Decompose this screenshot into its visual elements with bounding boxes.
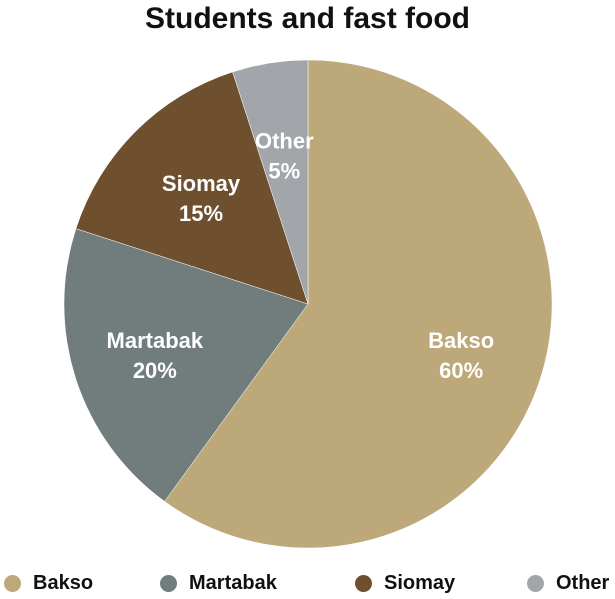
legend-item-other: Other xyxy=(527,568,609,598)
legend: Bakso Martabak Siomay Other xyxy=(0,568,615,598)
pie-slice-bakso xyxy=(164,59,553,549)
slice-label-bakso: Bakso 60% xyxy=(428,328,494,383)
legend-swatch xyxy=(4,574,21,592)
legend-label: Martabak xyxy=(189,571,277,594)
legend-label: Bakso xyxy=(33,571,94,594)
legend-swatch xyxy=(355,574,372,592)
slice-label-siomay: Siomay 15% xyxy=(162,171,241,226)
pie-slices xyxy=(63,59,553,549)
chart-title: Students and fast food xyxy=(145,2,470,35)
legend-label: Other xyxy=(556,571,610,594)
slice-label-martabak: Martabak 20% xyxy=(107,328,204,383)
legend-swatch xyxy=(160,574,177,592)
legend-item-siomay: Siomay xyxy=(355,568,455,598)
pie-slice-siomay xyxy=(75,71,309,305)
legend-item-bakso: Bakso xyxy=(4,568,93,598)
pie-slice-martabak xyxy=(63,228,309,502)
legend-item-martabak: Martabak xyxy=(160,568,277,598)
pie-chart: Bakso 60% Martabak 20% Siomay 15% Other 5% xyxy=(63,59,553,549)
legend-label: Siomay xyxy=(384,571,456,594)
legend-swatch xyxy=(527,574,544,592)
slice-label-other: Other 5% xyxy=(255,129,314,184)
slice-labels: Bakso 60% Martabak 20% Siomay 15% Other 5% xyxy=(107,129,495,383)
pie-slice-other xyxy=(232,59,309,305)
